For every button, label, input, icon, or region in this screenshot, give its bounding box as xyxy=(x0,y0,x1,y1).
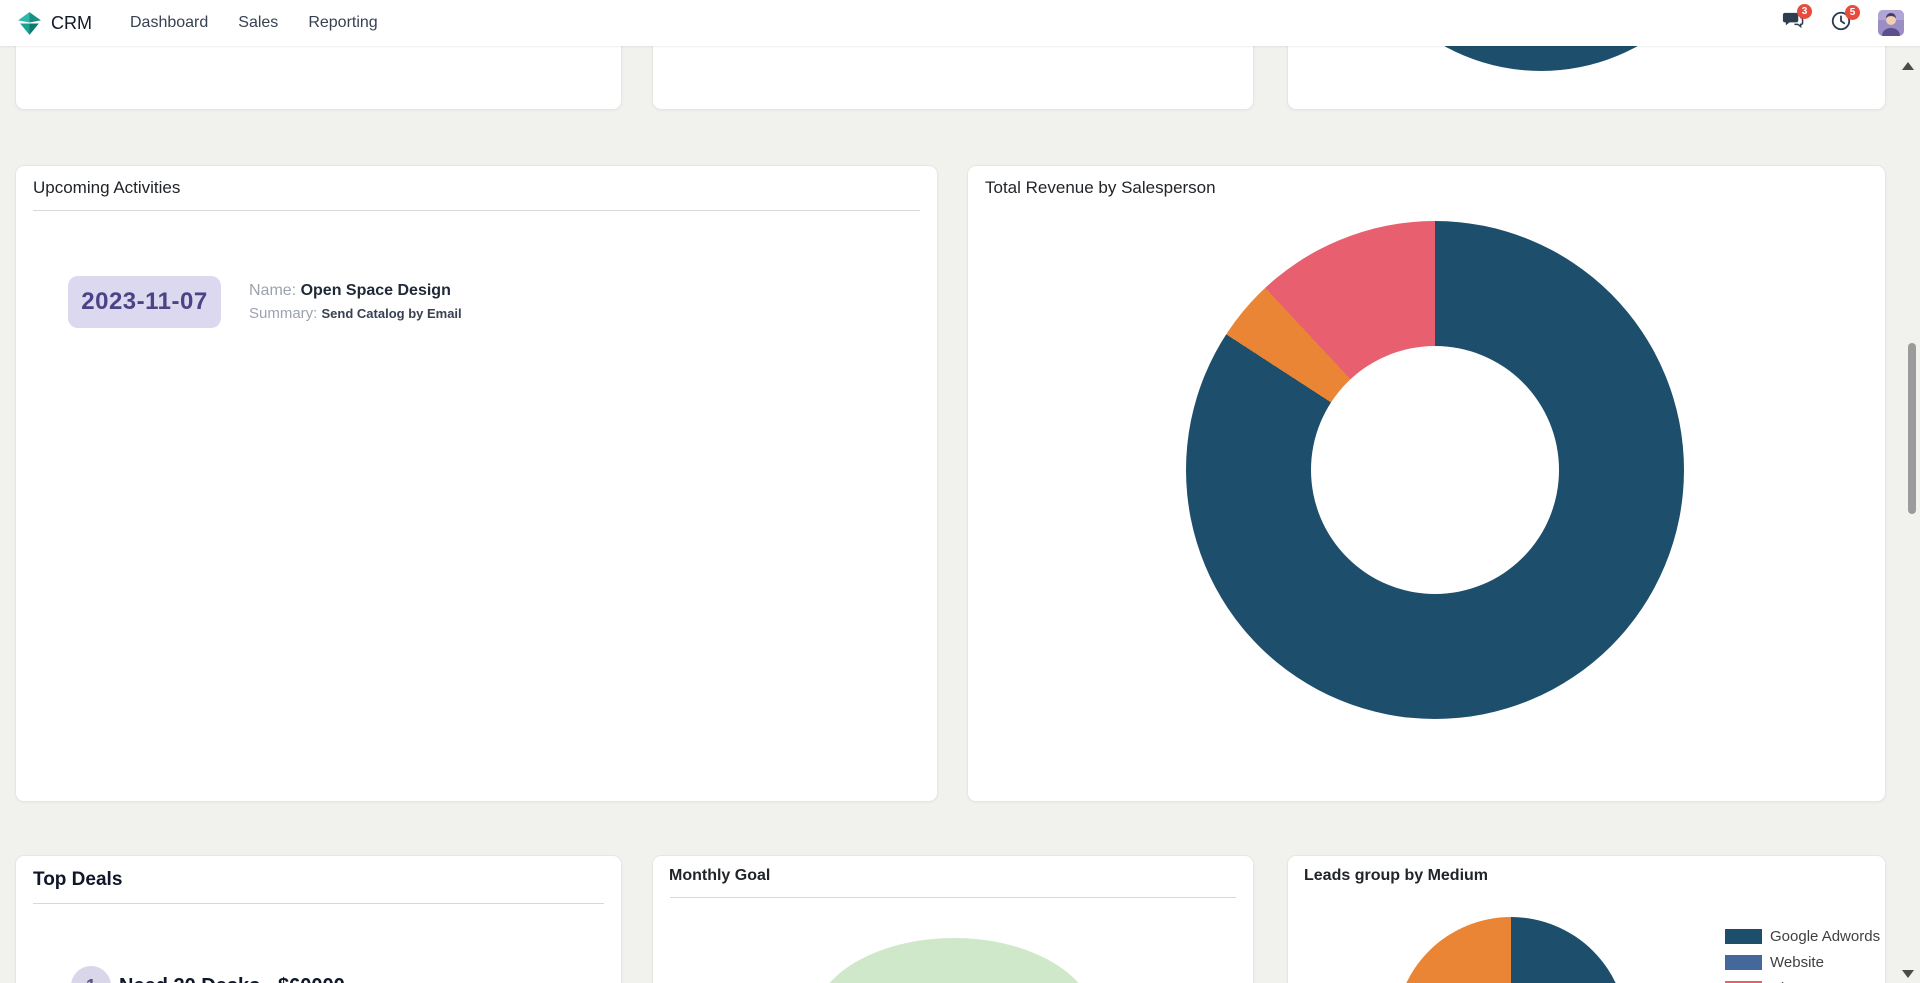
navbar-right: 3 5 xyxy=(1781,4,1904,37)
deal-label: Need 20 Desks - $60000 xyxy=(119,975,345,983)
legend-swatch xyxy=(1725,981,1762,983)
revenue-by-salesperson-card: Total Revenue by Salesperson Expected wi… xyxy=(967,165,1886,802)
nav-item-dashboard[interactable]: Dashboard xyxy=(130,14,209,31)
legend-label: Website xyxy=(1770,954,1824,971)
main-menu: Dashboard Sales Reporting xyxy=(130,14,378,32)
legend-item-google-adwords[interactable]: Google Adwords xyxy=(1725,928,1880,945)
navbar-left: CRM Dashboard Sales Reporting xyxy=(16,10,378,37)
activity-summary-value: Send Catalog by Email xyxy=(321,306,462,321)
legend-swatch xyxy=(1725,929,1762,944)
top-deals-title: Top Deals xyxy=(33,869,123,890)
monthly-goal-card: Monthly Goal xyxy=(652,855,1254,983)
upcoming-activities-title: Upcoming Activities xyxy=(33,178,181,197)
user-avatar[interactable] xyxy=(1878,10,1904,36)
activity-summary-label: Summary: xyxy=(249,305,318,322)
activities-button[interactable]: 5 xyxy=(1830,4,1860,37)
leads-by-medium-card: Leads group by Medium Google Adwords Web… xyxy=(1287,855,1886,983)
divider xyxy=(670,897,1236,898)
activity-name-label: Name: xyxy=(249,282,297,299)
revenue-chart-title: Total Revenue by Salesperson xyxy=(985,178,1216,197)
leads-pie-chart[interactable] xyxy=(1395,917,1627,983)
monthly-goal-gauge-chart[interactable] xyxy=(813,938,1095,983)
top-navbar: CRM Dashboard Sales Reporting 3 xyxy=(0,0,1920,46)
scroll-down-arrow-icon[interactable] xyxy=(1902,970,1914,978)
legend-item-direct[interactable]: Direct xyxy=(1725,980,1880,983)
activities-badge: 5 xyxy=(1845,4,1860,20)
divider xyxy=(33,903,604,904)
app-name[interactable]: CRM xyxy=(51,12,92,33)
scrollbar-thumb[interactable] xyxy=(1908,343,1916,514)
activity-details: Name: Open Space Design Summary: Send Ca… xyxy=(249,276,462,322)
clock-icon xyxy=(1830,10,1852,37)
activity-name-line: Name: Open Space Design xyxy=(249,282,462,300)
nav-item-sales[interactable]: Sales xyxy=(238,14,279,31)
scroll-up-arrow-icon[interactable] xyxy=(1902,62,1914,70)
divider xyxy=(33,210,920,211)
messages-badge: 3 xyxy=(1797,4,1812,19)
nav-item-reporting[interactable]: Reporting xyxy=(308,14,378,31)
legend-swatch xyxy=(1725,955,1762,970)
activity-date-badge: 2023-11-07 xyxy=(68,276,221,328)
activity-name-value: Open Space Design xyxy=(300,282,451,299)
revenue-donut-chart[interactable] xyxy=(1186,221,1684,719)
legend-item-website[interactable]: Website xyxy=(1725,954,1880,971)
messages-button[interactable]: 3 xyxy=(1781,4,1812,37)
deal-list-item[interactable]: 1 Need 20 Desks - $60000 xyxy=(71,966,345,983)
legend-label: Google Adwords xyxy=(1770,928,1881,945)
legend-label: Direct xyxy=(1770,980,1809,983)
leads-chart-title: Leads group by Medium xyxy=(1304,867,1489,884)
activity-list-item[interactable]: 2023-11-07 Name: Open Space Design Summa… xyxy=(68,276,462,328)
leads-chart-legend: Google Adwords Website Direct xyxy=(1725,928,1880,983)
monthly-goal-title: Monthly Goal xyxy=(669,867,771,884)
crm-logo-icon[interactable] xyxy=(16,10,43,37)
upcoming-activities-card: Upcoming Activities 2023-11-07 Name: Ope… xyxy=(15,165,938,802)
deal-rank-badge: 1 xyxy=(71,966,111,983)
top-deals-card: Top Deals 1 Need 20 Desks - $60000 xyxy=(15,855,622,983)
activity-summary-line: Summary: Send Catalog by Email xyxy=(249,305,462,322)
